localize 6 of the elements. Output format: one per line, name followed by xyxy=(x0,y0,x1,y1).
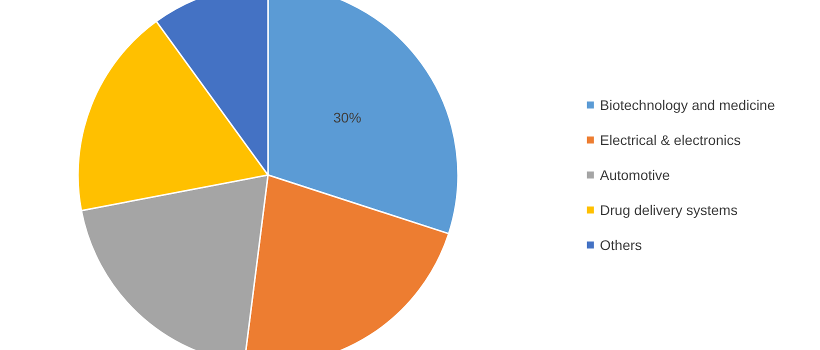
legend-label: Others xyxy=(600,237,642,253)
data-label: 30% xyxy=(333,109,362,126)
legend-label: Electrical & electronics xyxy=(600,132,741,148)
legend-label: Biotechnology and medicine xyxy=(600,97,776,113)
legend-label: Automotive xyxy=(600,167,670,183)
legend-label: Drug delivery systems xyxy=(600,202,738,218)
